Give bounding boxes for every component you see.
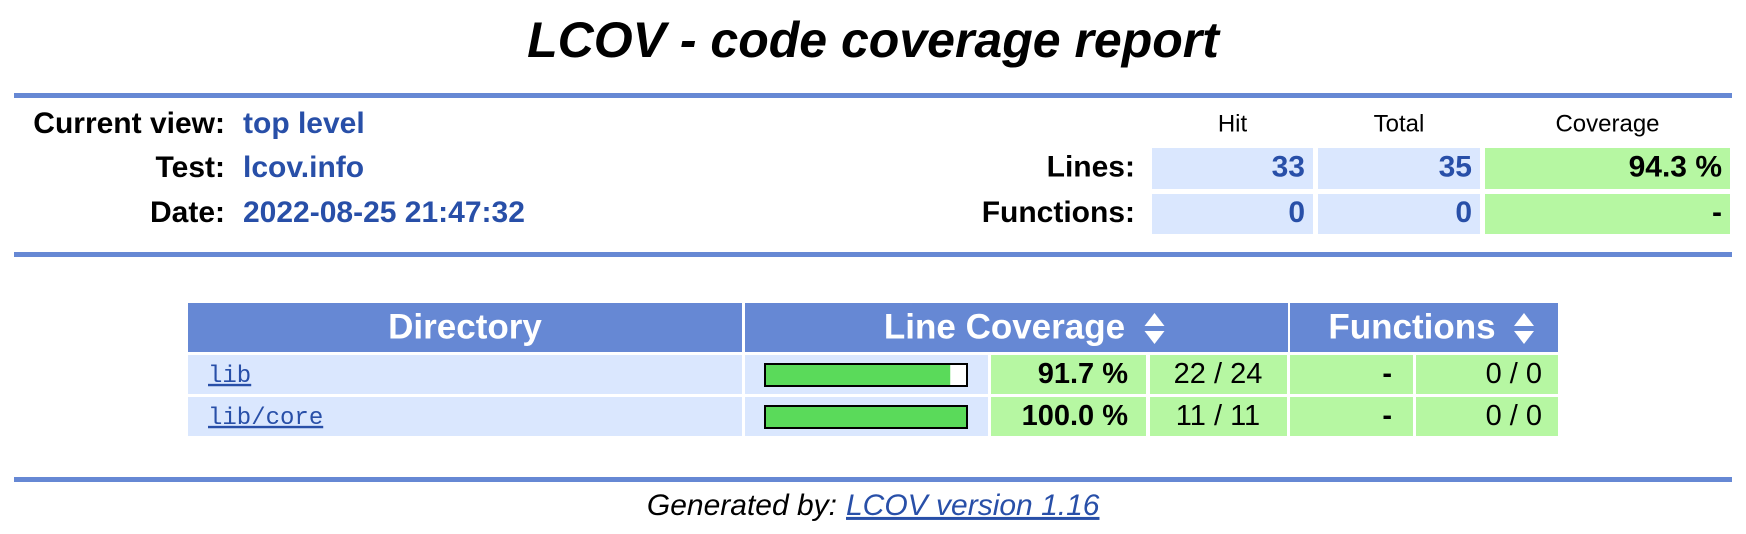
column-header: Hit xyxy=(1218,110,1248,137)
footer-link[interactable]: LCOV version 1.16 xyxy=(846,489,1100,522)
header-value: top level xyxy=(243,107,365,140)
sort-up[interactable] xyxy=(1144,313,1165,326)
summary-label: Lines: xyxy=(1047,150,1135,183)
summary-cell xyxy=(1152,148,1313,189)
summary-value: 0 xyxy=(1455,196,1472,229)
table-header-cell xyxy=(188,303,742,352)
footer-text: Generated by: xyxy=(647,489,837,522)
function-coverage: - xyxy=(1382,358,1392,390)
table-header-cell xyxy=(1290,303,1558,352)
header-label: Date: xyxy=(150,196,225,229)
summary-cell xyxy=(1485,194,1730,234)
sort-down[interactable] xyxy=(1514,331,1534,344)
function-coverage: - xyxy=(1382,400,1392,432)
table-header: Directory xyxy=(388,307,542,346)
ruler xyxy=(14,252,1732,257)
summary-cell xyxy=(1152,194,1313,234)
header-value: 2022-08-25 21:47:32 xyxy=(243,196,525,229)
sort-up[interactable] xyxy=(1514,313,1534,326)
summary-value: - xyxy=(1712,196,1722,229)
line-coverage: 100.0 % xyxy=(1022,400,1129,432)
summary-cell xyxy=(1318,194,1480,234)
table-header: Functions xyxy=(1328,307,1495,346)
line-count: 11 / 11 xyxy=(1176,400,1260,432)
function-count: 0 / 0 xyxy=(1486,400,1542,432)
cell xyxy=(991,397,1146,436)
title: LCOV - code coverage report xyxy=(527,12,1221,68)
directory-link[interactable]: lib xyxy=(208,363,251,390)
table-header-cell xyxy=(745,303,1288,352)
header-label: Test: xyxy=(156,151,225,184)
line-coverage: 91.7 % xyxy=(1038,358,1128,390)
summary-value: 35 xyxy=(1439,150,1472,183)
line-count: 22 / 24 xyxy=(1174,358,1263,390)
function-count: 0 / 0 xyxy=(1486,358,1542,390)
summary-label: Functions: xyxy=(982,196,1135,229)
bar-border xyxy=(764,363,968,387)
cell xyxy=(1150,397,1287,436)
directory-link[interactable]: lib/core xyxy=(208,405,323,432)
column-header: Coverage xyxy=(1555,110,1659,137)
cell xyxy=(1416,355,1558,394)
sort-down[interactable] xyxy=(1144,331,1165,344)
directory-cell xyxy=(188,355,742,394)
header-value: lcov.info xyxy=(243,151,364,184)
coverage-bar xyxy=(765,406,967,428)
cell xyxy=(991,355,1146,394)
table-header: Line Coverage xyxy=(884,307,1125,346)
summary-cell xyxy=(1318,148,1480,189)
cell xyxy=(1416,397,1558,436)
summary-value: 33 xyxy=(1272,150,1305,183)
cell xyxy=(1150,355,1287,394)
directory-cell xyxy=(188,397,742,436)
bar-border xyxy=(764,405,968,429)
summary-cell xyxy=(1485,148,1730,189)
summary-value: 94.3 % xyxy=(1629,150,1722,183)
column-header: Total xyxy=(1374,110,1425,137)
summary-value: 0 xyxy=(1288,196,1305,229)
header-label: Current view: xyxy=(33,107,225,140)
coverage-bar xyxy=(765,364,951,386)
ruler xyxy=(14,93,1732,98)
ruler xyxy=(14,477,1732,482)
cell xyxy=(1290,397,1413,436)
cell xyxy=(1290,355,1413,394)
